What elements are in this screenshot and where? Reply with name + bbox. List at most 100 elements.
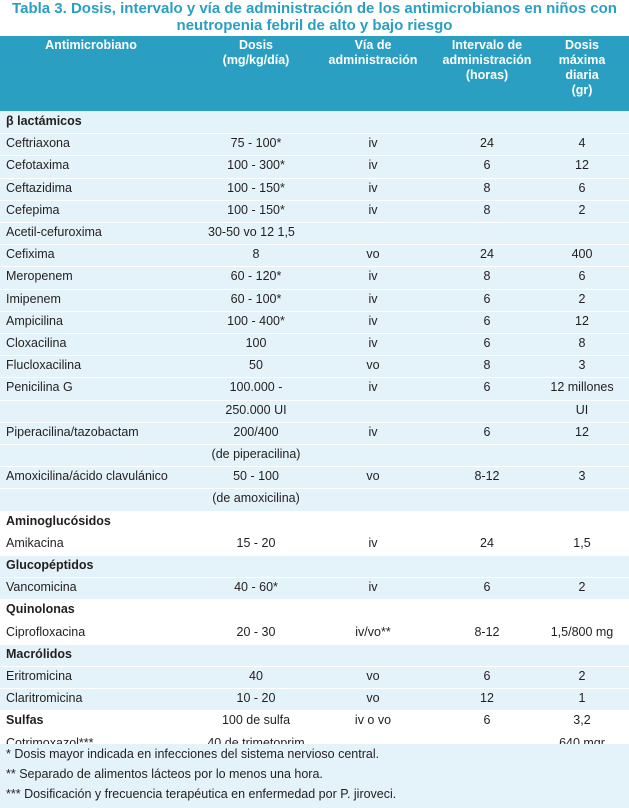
header-antimicrobiano-line: Antimicrobiano xyxy=(45,38,137,52)
cell-dosis-maxima: 12 xyxy=(575,158,589,173)
cell-dosis-maxima: 12 xyxy=(575,313,589,328)
cell-dosis: 100 xyxy=(245,336,267,350)
row-divider xyxy=(0,199,629,201)
cell-dosis-maxima: 2 xyxy=(578,202,586,217)
cell-dosis: 100 - 400* xyxy=(227,313,285,328)
row-divider xyxy=(0,177,629,179)
header-dosis-line: Dosis xyxy=(238,38,274,52)
table-row: Cefepima 100 - 150* iv 8 2 xyxy=(0,200,629,222)
table-row: Acetil-cefuroxima 30-50 vo 12 1,5 xyxy=(0,222,629,244)
table-row: Cefixima 8 vo 24 400 xyxy=(0,244,629,266)
header-dosis: Dosis (mg/kg/día) xyxy=(196,38,316,68)
row-divider xyxy=(0,643,629,645)
cell-antimicrobiano: Ceftriaxona xyxy=(6,136,70,151)
table-header: Antimicrobiano Dosis (mg/kg/día) Vía de admi… xyxy=(0,36,629,111)
cell-intervalo: 6 xyxy=(483,580,491,595)
header-intervalo-line: administración xyxy=(442,53,532,67)
row-divider xyxy=(0,599,629,601)
cell-antimicrobiano: Macrólidos xyxy=(6,646,72,661)
cell-dosis: 100 de sulfa xyxy=(221,713,291,728)
cell-via: iv xyxy=(368,180,378,195)
cell-antimicrobiano: Vancomicina xyxy=(6,580,77,595)
cell-dosis: (de piperacilina) xyxy=(211,447,301,461)
cell-via: vo xyxy=(366,669,380,683)
group-row: β lactámicos xyxy=(0,111,629,133)
table-row: Cefotaxima 100 - 300* iv 6 12 xyxy=(0,155,629,177)
row-divider xyxy=(0,288,629,290)
cell-dosis-maxima: 3,2 xyxy=(573,713,591,728)
header-antimicrobiano: Antimicrobiano xyxy=(6,38,176,53)
cell-via: vo xyxy=(366,469,380,484)
cell-intervalo: 6 xyxy=(483,713,491,728)
footnote: *** Dosificación y frecuencia terapéutic… xyxy=(6,787,397,801)
table-title-line-2: neutropenia febril de alto y bajo riesgo xyxy=(176,17,453,34)
cell-dosis: 200/400 xyxy=(233,424,279,439)
cell-antimicrobiano: Amikacina xyxy=(6,535,64,550)
cell-dosis: 40 - 60* xyxy=(234,580,278,595)
cell-via: vo xyxy=(366,358,380,373)
cell-antimicrobiano: Flucloxacilina xyxy=(6,358,82,373)
row-divider xyxy=(0,377,629,379)
cell-via: vo xyxy=(366,247,380,262)
row-divider xyxy=(0,710,629,712)
table-row: Vancomicina 40 - 60* iv 6 2 xyxy=(0,577,629,599)
cell-dosis: (de amoxicilina) xyxy=(212,491,300,506)
cell-via: iv xyxy=(368,535,378,550)
cell-dosis: 20 - 30 xyxy=(236,624,276,639)
table-row: Imipenem 60 - 100* iv 6 2 xyxy=(0,289,629,311)
cell-intervalo: 12 xyxy=(480,691,494,706)
table-row: Sulfas 100 de sulfa iv o vo 6 3,2 xyxy=(0,710,629,732)
cell-antimicrobiano: Cefotaxima xyxy=(6,158,70,173)
row-divider xyxy=(0,244,629,246)
cell-dosis: 60 - 100* xyxy=(230,291,282,306)
cell-dosis-maxima: 2 xyxy=(578,291,586,306)
row-divider xyxy=(0,266,629,268)
table-row: Eritromicina 40 vo 6 2 xyxy=(0,666,629,688)
row-divider xyxy=(0,532,629,534)
row-divider xyxy=(0,732,629,734)
group-row: Macrólidos xyxy=(0,644,629,666)
row-divider xyxy=(0,688,629,690)
cell-intervalo: 6 xyxy=(483,669,491,683)
row-divider xyxy=(0,510,629,512)
table-title: Tabla 3. Dosis, intervalo y vía de admin… xyxy=(0,0,629,34)
header-dosis-maxima-line: diaria xyxy=(565,68,599,82)
cell-dosis: 30-50 vo 12 1,5 xyxy=(208,225,295,239)
cell-dosis-maxima: 3 xyxy=(578,469,586,484)
table-row: Piperacilina/tazobactam 200/400 iv 6 12 xyxy=(0,422,629,444)
cell-via: iv xyxy=(368,291,378,306)
cell-intervalo: 6 xyxy=(483,313,491,328)
cell-dosis-maxima: 4 xyxy=(578,136,586,151)
row-divider xyxy=(0,333,629,334)
section-band xyxy=(0,643,629,711)
row-divider xyxy=(0,666,629,667)
cell-dosis-maxima: 1 xyxy=(578,691,586,706)
header-dosis-maxima-line: (gr) xyxy=(571,83,593,97)
cell-intervalo: 24 xyxy=(480,535,494,550)
cell-dosis-maxima: 1,5/800 mg xyxy=(550,624,614,639)
cell-dosis: 50 - 100 xyxy=(233,469,279,484)
cell-intervalo: 6 xyxy=(483,380,491,395)
cell-antimicrobiano: Acetil-cefuroxima xyxy=(6,225,102,239)
group-row: Aminoglucósidos xyxy=(0,511,629,533)
footnotes: * Dosis mayor indicada en infecciones de… xyxy=(0,744,629,808)
cell-dosis: 250.000 UI xyxy=(225,402,287,417)
header-dosis-maxima-line: máxima xyxy=(558,53,606,67)
table-row: Cloxacilina 100 iv 6 8 xyxy=(0,333,629,355)
cell-via: iv xyxy=(368,202,378,217)
cell-via: iv xyxy=(368,336,378,350)
cell-dosis: 10 - 20 xyxy=(236,691,276,706)
cell-dosis-maxima: 3 xyxy=(578,358,586,373)
cell-intervalo: 24 xyxy=(480,247,494,262)
cell-via: iv xyxy=(368,136,378,151)
cell-antimicrobiano: Meropenem xyxy=(6,269,73,284)
cell-dosis-maxima: 1,5 xyxy=(573,535,591,550)
row-divider xyxy=(0,466,629,468)
footnote: ** Separado de alimentos lácteos por lo … xyxy=(6,767,323,781)
table-row: Ceftriaxona 75 - 100* iv 24 4 xyxy=(0,133,629,155)
header-intervalo: Intervalo de administración (horas) xyxy=(432,38,542,83)
cell-intervalo: 6 xyxy=(483,291,491,306)
header-intervalo-line: (horas) xyxy=(465,68,509,82)
cell-dosis-maxima: 2 xyxy=(578,580,586,595)
table-row: Ciprofloxacina 20 - 30 iv/vo** 8-12 1,5/800 … xyxy=(0,622,629,644)
